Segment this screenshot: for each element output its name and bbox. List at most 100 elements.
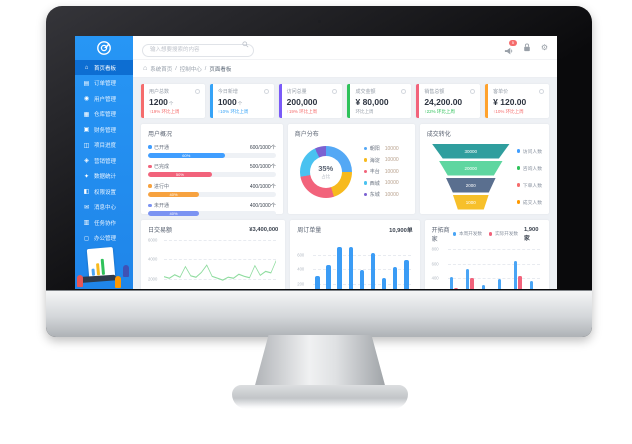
main-area: 5 ⚙ ⌂ 系统首页 / 控制中心 / 页面看板 <box>133 36 557 289</box>
bar-series <box>315 240 409 289</box>
source-row: 已开通 600/1000个 60% <box>148 144 276 158</box>
funnel-row: 2000 下单人数 <box>427 177 542 193</box>
legend-item: 海淀 10000 <box>363 157 399 164</box>
progress-bar: 50% <box>148 172 212 177</box>
funnel-label: 成交人数 <box>516 199 542 206</box>
info-icon[interactable] <box>332 89 338 94</box>
panel-title: 商户分布 <box>294 132 319 138</box>
legend-dot <box>363 158 368 162</box>
legend-item: 本周开发数 <box>452 231 482 237</box>
notification-badge: 5 <box>508 40 517 46</box>
app-logo[interactable] <box>75 36 133 60</box>
legend-item: 丰台 10000 <box>363 168 399 175</box>
legend-dot <box>148 145 152 149</box>
panel-daily-trade: 日交易额 ¥3,400,000 6000 4000 2000 <box>141 220 286 289</box>
funnel-row: 1000 成交人数 <box>427 194 542 210</box>
sidebar-item[interactable]: ▣ 财务管理 <box>75 122 133 138</box>
source-label: 未开通 <box>154 203 170 209</box>
info-icon[interactable] <box>538 89 544 94</box>
sidebar-item[interactable]: ◻ 办公管理 <box>75 230 133 246</box>
panel-title: 日交易额 <box>148 228 173 234</box>
stand-neck <box>254 335 386 389</box>
home-icon: ⌂ <box>143 65 148 72</box>
bar <box>465 269 470 289</box>
axis-tick: 400 <box>431 275 439 281</box>
menu-icon: ▦ <box>83 111 90 118</box>
info-icon[interactable] <box>470 89 476 94</box>
gear-icon[interactable]: ⚙ <box>540 43 548 52</box>
funnel-label-text: 成交人数 <box>522 200 542 206</box>
kpi-value: 1000个 <box>217 97 243 107</box>
legend-label: 实际开发数 <box>494 231 518 236</box>
breadcrumb-root[interactable]: 系统首页 <box>150 66 173 73</box>
sources-list: 已开通 600/1000个 60% 已完成 500/1000个 50% 进行中 400/100… <box>148 144 276 216</box>
bar <box>348 247 354 289</box>
search-input[interactable] <box>142 43 254 57</box>
bar <box>518 275 522 289</box>
kpi-card: 今日新增 1000个 ↑10% 环比上周 <box>209 84 274 118</box>
monitor-chin <box>46 290 592 337</box>
legend-dot <box>148 203 152 208</box>
menu-label: 权限设置 <box>94 189 117 196</box>
menu-label: 办公管理 <box>94 236 117 243</box>
source-value: 500/1000个 <box>249 164 276 170</box>
sidebar-item[interactable]: ✦ 数据统计 <box>75 168 133 184</box>
line-area: 6000 4000 2000 <box>148 237 278 289</box>
line-chart <box>164 259 277 281</box>
lock-icon[interactable] <box>523 43 531 52</box>
kpi-title: 客单价 <box>493 89 509 95</box>
kpi-row: 用户总数 1200个 ↑19% 环比上周 今日新增 1000个 ↑10% 环比上周 访问总量… <box>141 84 549 118</box>
illustration-person <box>115 276 121 288</box>
bar <box>470 278 474 289</box>
bar <box>497 279 502 289</box>
source-label: 进行中 <box>154 183 170 190</box>
legend-dot <box>148 184 152 188</box>
dashboard-content: 用户总数 1200个 ↑19% 环比上周 今日新增 1000个 ↑10% 环比上周 访问总量… <box>133 78 557 289</box>
funnel-layer: 1000 <box>452 194 489 210</box>
legend-dot <box>363 192 368 197</box>
breadcrumb-mid[interactable]: 控制中心 <box>179 66 202 73</box>
bar-group <box>465 249 474 289</box>
menu-label: 用户管理 <box>94 96 117 103</box>
sidebar-item[interactable]: ◫ 项目进度 <box>75 137 133 153</box>
monitor-bezel: ⌂ 首页看板 ▤ 订单管理 ◉ 用户管理 ▦ 仓库管理 ▣ 财务管理 ◫ 项目进度 ◈ 营销管理 ✦ 数据统计… <box>46 6 592 337</box>
kpi-title: 今日新增 <box>217 89 238 95</box>
sidebar-item[interactable]: ◉ 用户管理 <box>75 91 133 107</box>
kpi-card: 访问总量 200,000 ↑19% 环比上周 <box>278 84 343 118</box>
notification-icon[interactable]: 5 <box>504 40 517 55</box>
sidebar-item[interactable]: ✉ 消息中心 <box>75 199 133 215</box>
menu-icon: ✉ <box>83 204 90 211</box>
breadcrumb: ⌂ 系统首页 / 控制中心 / 页面看板 <box>133 60 557 78</box>
menu-icon: ▥ <box>83 220 90 227</box>
sidebar-item[interactable]: ◧ 权限设置 <box>75 184 133 200</box>
gridline <box>313 254 411 256</box>
info-icon[interactable] <box>263 89 269 94</box>
funnel-row: 20000 咨询人数 <box>427 160 542 176</box>
donut-center-value: 35% <box>318 163 334 173</box>
sidebar-item[interactable]: ▦ 仓库管理 <box>75 106 133 122</box>
panel-merchant-distribution: 商户分布 35% 占比 朝阳 10000 海淀 10000 丰台 10000 西城 10000… <box>287 124 415 214</box>
kpi-unit: 个 <box>237 101 243 106</box>
search-icon[interactable] <box>242 41 249 48</box>
kpi-change: ↑22% 环比上周 <box>424 109 455 114</box>
source-row: 未开通 400/1000个 40% <box>148 202 276 216</box>
info-icon[interactable] <box>401 89 407 94</box>
sidebar-item[interactable]: ▤ 订单管理 <box>75 75 133 91</box>
axis-tick: 600 <box>297 251 305 257</box>
illustration-bar <box>100 258 106 275</box>
kpi-change: 环比上周 <box>355 109 374 114</box>
donut-ring: 35% 占比 <box>299 145 352 198</box>
menu-label: 项目进度 <box>94 143 117 150</box>
bar <box>370 253 376 289</box>
breadcrumb-current: 页面看板 <box>209 66 232 73</box>
kpi-card: 客单价 ¥ 120.00 ↑10% 环比上周 <box>485 84 549 118</box>
info-icon[interactable] <box>194 89 200 94</box>
legend-value: 10000 <box>384 180 399 186</box>
sidebar-item[interactable]: ▥ 任务协作 <box>75 215 133 231</box>
sidebar-item[interactable]: ⌂ 首页看板 <box>75 59 133 76</box>
sidebar: ⌂ 首页看板 ▤ 订单管理 ◉ 用户管理 ▦ 仓库管理 ▣ 财务管理 ◫ 项目进度 ◈ 营销管理 ✦ 数据统计… <box>75 36 133 289</box>
sidebar-item[interactable]: ◈ 营销管理 <box>75 153 133 169</box>
panel-total: ¥3,400,000 <box>249 226 279 233</box>
source-row: 已完成 500/1000个 50% <box>148 163 276 177</box>
